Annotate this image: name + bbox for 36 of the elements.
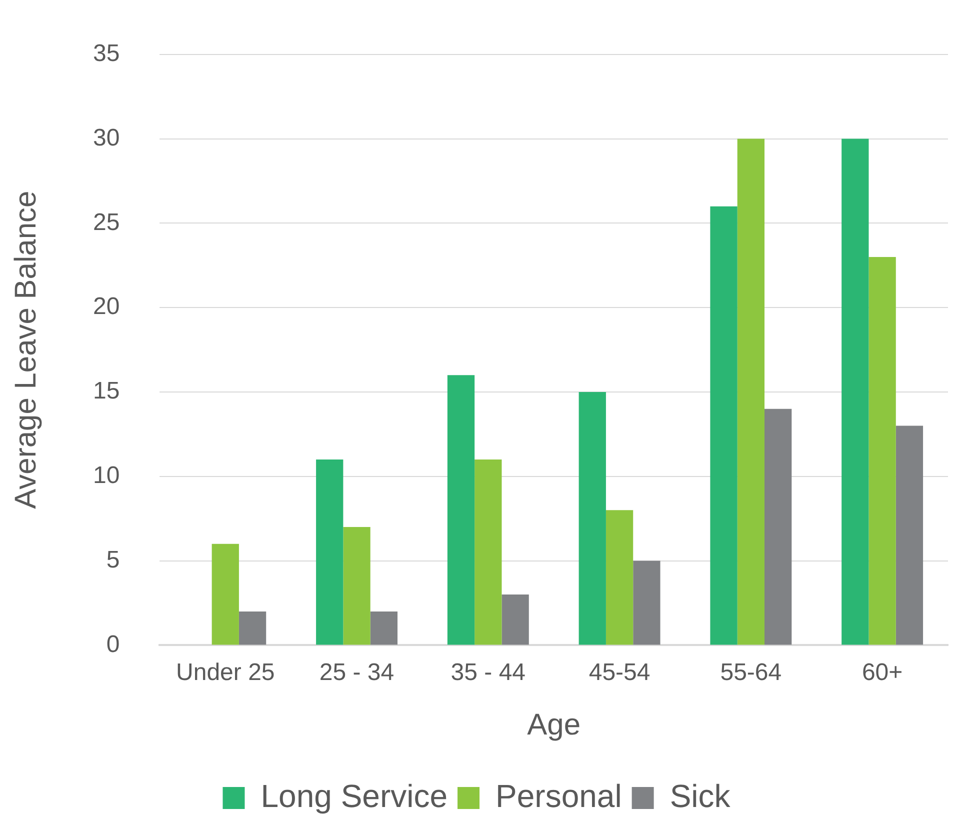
bar — [370, 611, 398, 645]
bar — [447, 375, 475, 645]
x-tick-label: 25 - 34 — [319, 659, 394, 686]
y-axis-title: Average Leave Balance — [9, 190, 42, 509]
bar — [896, 426, 924, 645]
x-tick-label: 55-64 — [720, 659, 782, 686]
x-tick-label: 60+ — [862, 659, 903, 686]
y-tick-label: 35 — [92, 40, 120, 68]
bar — [578, 392, 606, 645]
bar — [764, 408, 792, 645]
y-tick-label: 25 — [92, 208, 120, 236]
legend-label: Personal — [496, 778, 622, 814]
legend-label: Sick — [670, 778, 732, 814]
y-tick-label: 10 — [92, 462, 120, 490]
bar — [238, 611, 266, 645]
bar — [737, 138, 764, 645]
bar — [633, 560, 660, 645]
y-tick-label: 0 — [106, 630, 120, 658]
bar — [868, 256, 896, 645]
bar — [502, 594, 529, 645]
bar — [316, 460, 344, 645]
bar — [606, 510, 634, 645]
bar — [710, 206, 738, 645]
y-tick-label: 30 — [92, 124, 120, 152]
x-axis-title: Age — [527, 708, 581, 742]
y-tick-label: 20 — [92, 293, 120, 320]
y-tick-label: 5 — [106, 546, 120, 574]
y-tick-label: 15 — [92, 378, 120, 405]
x-tick-label: 45-54 — [588, 659, 650, 686]
legend-label: Long Service — [260, 778, 448, 814]
bar — [343, 527, 370, 645]
x-tick-label: Under 25 — [176, 659, 275, 686]
x-tick-label: 35 - 44 — [450, 659, 526, 686]
bar — [212, 544, 239, 645]
bar — [474, 460, 502, 645]
bar — [842, 138, 869, 645]
